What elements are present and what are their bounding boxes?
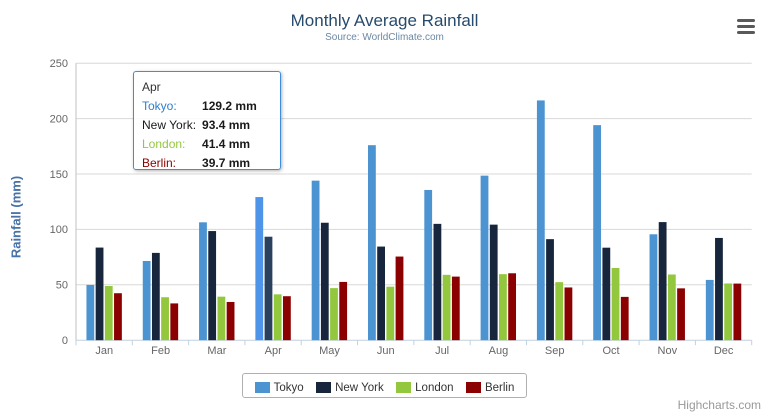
- svg-text:Oct: Oct: [602, 345, 619, 357]
- svg-text:Mar: Mar: [207, 345, 226, 357]
- svg-text:100: 100: [50, 224, 68, 236]
- svg-text:Apr: Apr: [265, 345, 282, 357]
- svg-text:50: 50: [56, 280, 68, 292]
- svg-text:Jun: Jun: [377, 345, 395, 357]
- svg-text:250: 250: [50, 58, 68, 70]
- svg-text:May: May: [319, 345, 340, 357]
- svg-text:Dec: Dec: [714, 345, 734, 357]
- svg-text:Aug: Aug: [489, 345, 509, 357]
- svg-text:0: 0: [62, 335, 68, 347]
- svg-text:Feb: Feb: [151, 345, 170, 357]
- svg-text:Jan: Jan: [95, 345, 113, 357]
- svg-text:150: 150: [50, 169, 68, 181]
- svg-text:200: 200: [50, 113, 68, 125]
- svg-text:Sep: Sep: [545, 345, 565, 357]
- svg-text:Jul: Jul: [435, 345, 449, 357]
- svg-text:Nov: Nov: [658, 345, 678, 357]
